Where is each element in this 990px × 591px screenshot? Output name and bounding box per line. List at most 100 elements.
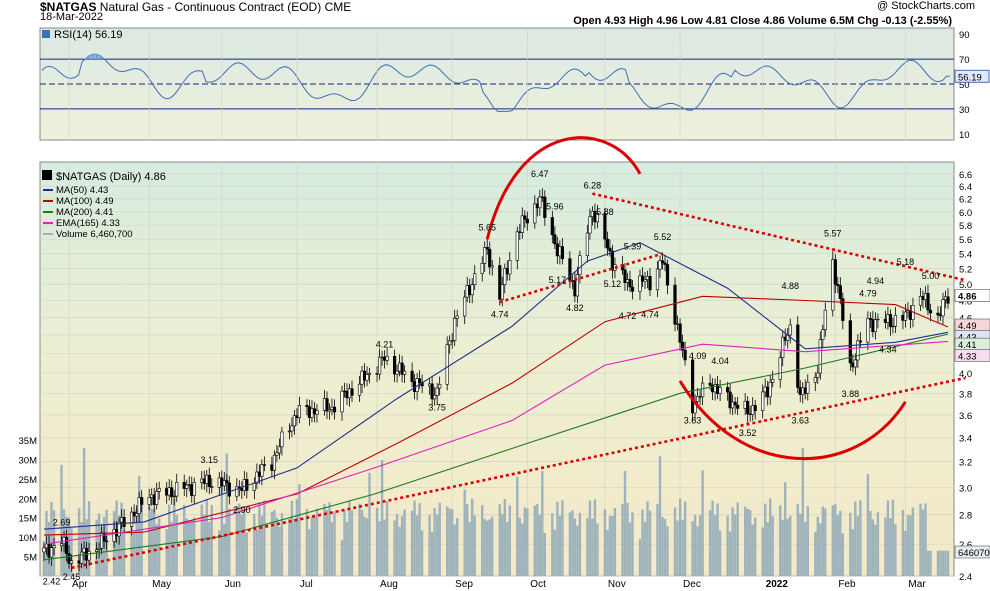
volume-bar (876, 512, 880, 576)
volume-bar (290, 500, 294, 576)
volume-bar (275, 517, 279, 576)
volume-bar (586, 518, 589, 576)
volume-bar (894, 524, 897, 576)
volume-bar (663, 519, 667, 576)
price-point-label: 3.63 (684, 416, 702, 426)
volume-bar (821, 506, 824, 576)
volume-bar (165, 529, 168, 576)
volume-bar (726, 515, 729, 576)
volume-bar (591, 518, 594, 576)
candle-body (105, 540, 109, 543)
volume-bar (849, 512, 852, 576)
candle-body (350, 388, 354, 396)
candle-body (500, 284, 504, 300)
candle-body (856, 340, 860, 361)
volume-bar (400, 516, 404, 576)
volume-bar (70, 528, 73, 576)
rsi-tick-label: 90 (959, 30, 970, 41)
volume-bar (448, 508, 451, 576)
volume-bar (648, 510, 652, 576)
candle-body (377, 356, 382, 375)
trendline (592, 192, 966, 282)
volume-bar (345, 521, 349, 576)
candle-body (185, 484, 189, 489)
volume-bar (941, 550, 945, 576)
candle-body (210, 486, 214, 488)
x-tick-label: Oct (530, 579, 546, 590)
volume-bar (836, 515, 839, 576)
legend-title: $NATGAS (Daily) 4.86 (56, 171, 166, 183)
candle-body (290, 425, 294, 432)
volume-bar (220, 479, 223, 576)
volume-bar (831, 505, 834, 576)
candle-body (207, 474, 211, 487)
volume-bar (483, 519, 486, 576)
candle-body (725, 387, 730, 393)
candle-body (402, 370, 407, 375)
volume-bar (288, 518, 291, 576)
candle-body (400, 362, 404, 375)
volume-bar (568, 512, 572, 576)
volume-bar (223, 523, 226, 576)
candle-body (227, 482, 231, 497)
volume-bar (628, 522, 632, 576)
volume-bar (260, 515, 264, 576)
volume-bar (606, 530, 609, 576)
volume-bar (834, 504, 837, 576)
candle-body (435, 387, 439, 396)
volume-bar (488, 519, 491, 576)
volume-bar (365, 518, 369, 576)
legend-item: MA(50) 4.43 (56, 185, 108, 196)
ma-line-ema165 (43, 340, 949, 545)
x-tick-label: Jun (225, 579, 241, 590)
volume-tick-label: 30M (19, 455, 38, 466)
candle-body (135, 513, 139, 517)
candle-body (816, 372, 820, 378)
volume-tick-label: 10M (19, 533, 38, 544)
volume-bar (170, 521, 173, 576)
candle-body (523, 215, 527, 220)
volume-bar (270, 511, 274, 576)
candle-body (157, 488, 161, 492)
legend-candle-icon (42, 170, 52, 180)
volume-bar (746, 508, 749, 576)
candle-body (132, 511, 136, 517)
volume-bar (854, 501, 857, 576)
candle-body (357, 383, 362, 396)
rsi-tick-label: 70 (959, 55, 970, 66)
volume-bar (501, 514, 504, 576)
volume-bar (806, 505, 809, 576)
candle-body (95, 549, 99, 552)
candle-body (252, 482, 256, 491)
volume-bar (911, 507, 915, 576)
volume-bar (190, 519, 193, 576)
candle-body (630, 286, 635, 292)
legend-item: Volume 6,460,700 (56, 229, 133, 240)
candle-body (858, 340, 862, 343)
volume-bar (761, 527, 764, 576)
candle-body (255, 471, 259, 484)
volume-bar (884, 517, 887, 576)
candle-body (821, 329, 825, 340)
candle-body (455, 315, 459, 319)
price-point-label: 5.00 (922, 271, 940, 281)
candle-body (918, 296, 923, 306)
volume-bar (859, 500, 862, 576)
candle-body (876, 318, 880, 321)
volume-bar (393, 520, 396, 576)
volume-bar (122, 530, 126, 576)
volume-bar (358, 503, 361, 576)
volume-bar (921, 509, 925, 576)
volume-bar (273, 510, 276, 576)
volume-bar (611, 515, 614, 576)
candle-body (868, 318, 872, 320)
volume-bar (415, 515, 419, 576)
volume-bar (398, 526, 401, 576)
candle-body (147, 497, 151, 505)
volume-bar (413, 500, 416, 576)
price-point-label: 6.47 (531, 169, 549, 179)
price-point-label: 2.90 (233, 505, 251, 515)
candle-body (172, 495, 176, 498)
volume-bar (188, 520, 191, 576)
